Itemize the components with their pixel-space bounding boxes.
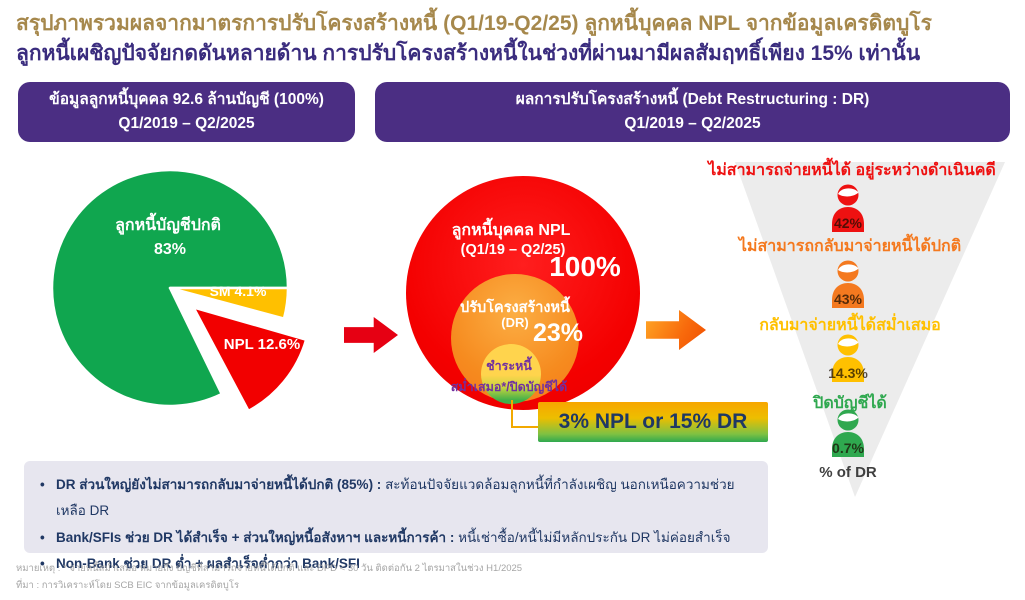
funnel-row1-person-icon: 42% <box>822 184 874 232</box>
paid-circle <box>481 344 541 404</box>
header-box-accounts-line1: ข้อมูลลูกหนี้บุคคล 92.6 ล้านบัญชี (100%) <box>49 90 324 108</box>
pie-slice-npl <box>191 305 308 413</box>
insights-box: • DR ส่วนใหญ่ยังไม่สามารถกลับมาจ่ายหนี้ไ… <box>24 461 768 571</box>
page-title: สรุปภาพรวมผลจากมาตรการปรับโครงสร้างหนี้ … <box>16 12 932 35</box>
pie-slice-normal <box>50 168 290 408</box>
funnel-row2-label: ไม่สามารถกลับมาจ่ายหนี้ได้ปกติ <box>738 238 962 255</box>
callout-connector <box>511 400 540 428</box>
funnel-row4-pct: 0.7% <box>832 440 864 456</box>
insight-bullet-2: • Bank/SFIs ช่วย DR ได้สำเร็จ + ส่วนใหญ่… <box>40 525 752 551</box>
pie-label-normal-pct: 83% <box>153 241 187 258</box>
header-box-accounts-line2: Q1/2019 – Q2/2025 <box>118 115 255 132</box>
dr-circle-pct: 23% <box>532 319 584 347</box>
funnel-row3-pct: 14.3% <box>828 365 868 381</box>
funnel-row4-label: ปิดบัญชีได้ <box>813 395 887 412</box>
header-box-dr-line1: ผลการปรับโครงสร้างหนี้ (Debt Restructuri… <box>515 90 870 108</box>
dr-circle-title: ปรับโครงสร้างหนี้ <box>460 300 570 316</box>
funnel-row3-label: กลับมาจ่ายหนี้ได้สม่ำเสมอ <box>759 317 941 334</box>
npl-circle-title: ลูกหนี้บุคคล NPL <box>451 222 571 239</box>
funnel-row4-person-icon: 0.7% <box>822 409 874 457</box>
header-box-dr-line2: Q1/2019 – Q2/2025 <box>624 115 761 132</box>
npl-circle-period: (Q1/19 – Q2/25) <box>460 242 566 258</box>
funnel-row1-pct: 42% <box>833 215 863 231</box>
pie-slice-sm <box>168 286 290 320</box>
callout-text: 3% NPL or 15% DR <box>558 410 748 433</box>
insight-bullet-3: • Non-Bank ช่วย DR ต่ำ + ผลสำเร็จต่ำกว่า… <box>40 551 752 577</box>
paid-circle-line1: ชำระหนี้ <box>486 359 532 373</box>
funnel-row3-person-icon: 14.3% <box>822 334 874 382</box>
paid-circle-line2: สม่ำเสมอ*/ปิดบัญชีได้ <box>450 380 568 394</box>
header-box-accounts: ข้อมูลลูกหนี้บุคคล 92.6 ล้านบัญชี (100%)… <box>18 82 355 142</box>
footnote-note: หมายเหตุ : * จ่ายหนี้สม่ำเสมอ หมายถึง บั… <box>16 563 523 574</box>
bullet-dot-icon: • <box>40 555 45 571</box>
page-subtitle: ลูกหนี้เผชิญปัจจัยกดดันหลายด้าน การปรับโ… <box>16 42 921 65</box>
dr-circle-sub: (DR) <box>501 315 529 330</box>
insight-bullet-1: • DR ส่วนใหญ่ยังไม่สามารถกลับมาจ่ายหนี้ไ… <box>40 472 752 525</box>
funnel-background <box>735 162 1005 497</box>
bullet-dot-icon: • <box>40 477 45 492</box>
header-box-dr-results: ผลการปรับโครงสร้างหนี้ (Debt Restructuri… <box>375 82 1010 142</box>
pie-label-sm: SM 4.1% <box>209 283 267 299</box>
pie-label-npl: NPL 12.6% <box>223 336 301 353</box>
arrow-right-red-icon <box>344 317 398 353</box>
pie-chart <box>50 168 308 413</box>
funnel-row2-person-icon: 43% <box>822 260 874 308</box>
npl-circle-pct: 100% <box>549 251 621 282</box>
funnel-axis-label: % of DR <box>819 464 877 481</box>
funnel-row2-pct: 43% <box>833 291 863 307</box>
footnotes: หมายเหตุ : * จ่ายหนี้สม่ำเสมอ หมายถึง บั… <box>16 561 522 594</box>
footnote-source: ที่มา : การวิเคราะห์โดย SCB EIC จากข้อมู… <box>16 579 240 591</box>
pie-label-normal: ลูกหนี้บัญชีปกติ <box>115 217 221 234</box>
callout-box: 3% NPL or 15% DR <box>538 402 768 442</box>
bullet-dot-icon: • <box>40 529 45 545</box>
funnel-row1-label: ไม่สามารถจ่ายหนี้ได้ อยู่ระหว่างดำเนินคด… <box>708 162 996 179</box>
